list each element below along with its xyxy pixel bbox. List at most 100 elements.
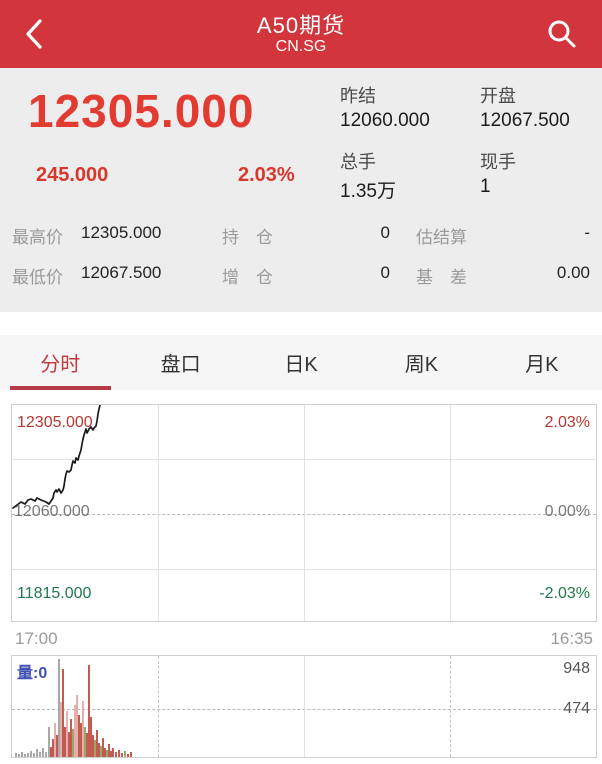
volume-bar bbox=[82, 701, 84, 757]
volume-bar bbox=[50, 747, 52, 757]
gridline bbox=[158, 656, 159, 757]
volume-bar bbox=[88, 665, 90, 757]
tab-daily-k[interactable]: 日K bbox=[284, 354, 318, 376]
y-axis-high-pct: 2.03% bbox=[544, 414, 590, 431]
total-volume-label: 总手 bbox=[340, 152, 376, 172]
oi-change-value: 0 bbox=[380, 262, 390, 282]
volume-bar bbox=[110, 751, 112, 757]
volume-bar bbox=[74, 705, 76, 757]
volume-bar bbox=[118, 750, 120, 757]
volume-bar bbox=[102, 738, 104, 757]
volume-bar bbox=[84, 727, 86, 757]
time-axis: 17:00 16:35 bbox=[11, 622, 597, 655]
y-axis-prev-close: 12060.000 bbox=[14, 503, 90, 520]
gridline bbox=[450, 405, 451, 621]
volume-bar bbox=[127, 754, 129, 757]
volume-bar bbox=[76, 695, 78, 757]
open-interest-label: 持 仓 bbox=[222, 227, 273, 247]
volume-scale-lower: 474 bbox=[563, 700, 590, 717]
stats-row: 最高价 12305.000 持 仓 0 估结算 - bbox=[0, 220, 602, 250]
volume-bar bbox=[48, 727, 50, 757]
basis-label: 基 差 bbox=[416, 267, 467, 287]
volume-bar bbox=[64, 727, 66, 757]
open-value: 12067.500 bbox=[480, 110, 570, 131]
volume-bar bbox=[80, 723, 82, 757]
volume-readout: 量:0 bbox=[17, 665, 48, 682]
price-change-percent: 2.03% bbox=[238, 164, 295, 186]
volume-bar bbox=[52, 739, 54, 757]
volume-bar bbox=[15, 753, 17, 757]
volume-bar bbox=[36, 749, 38, 757]
prev-settle-label: 昨结 bbox=[340, 86, 376, 106]
tab-monthly-k[interactable]: 月K bbox=[525, 354, 559, 376]
tab-weekly-k[interactable]: 周K bbox=[404, 354, 439, 376]
symbol-code: CN.SG bbox=[275, 38, 327, 55]
volume-bar bbox=[60, 702, 62, 757]
volume-bar bbox=[115, 752, 117, 757]
volume-bar bbox=[21, 752, 23, 757]
volume-bar bbox=[86, 733, 88, 757]
search-button[interactable] bbox=[544, 16, 580, 52]
volume-bar bbox=[96, 730, 98, 757]
volume-bar bbox=[42, 748, 44, 757]
tab-order-book[interactable]: 盘口 bbox=[160, 354, 201, 376]
volume-bar bbox=[124, 751, 126, 757]
low-value: 12067.500 bbox=[81, 262, 162, 282]
search-icon bbox=[548, 20, 576, 48]
back-chevron-icon bbox=[26, 19, 42, 49]
volume-bar bbox=[104, 748, 106, 757]
volume-bar bbox=[70, 719, 72, 757]
quote-summary: 12305.000 245.000 2.03% 昨结 12060.000 开盘 … bbox=[0, 68, 602, 312]
price-change: 245.000 bbox=[36, 164, 109, 186]
prev-settle-value: 12060.000 bbox=[340, 110, 430, 131]
volume-bar bbox=[62, 669, 64, 757]
est-settle-label: 估结算 bbox=[416, 227, 467, 247]
price-line-series bbox=[12, 405, 101, 509]
open-interest-value: 0 bbox=[380, 222, 390, 242]
header-bar: A50期货 CN.SG bbox=[0, 0, 602, 68]
last-lot-value: 1 bbox=[480, 176, 491, 197]
high-label: 最高价 bbox=[12, 227, 63, 247]
volume-bar bbox=[108, 744, 110, 757]
volume-bar bbox=[27, 753, 29, 757]
time-start: 17:00 bbox=[15, 628, 58, 648]
y-axis-high-price: 12305.000 bbox=[17, 414, 93, 431]
tab-minute[interactable]: 分时 bbox=[0, 335, 120, 390]
price-chart-panel[interactable]: 12305.000 12060.000 11815.000 2.03% 0.00… bbox=[11, 404, 597, 622]
volume-bar bbox=[66, 711, 68, 757]
volume-bar bbox=[39, 752, 41, 757]
volume-bar bbox=[98, 743, 100, 757]
volume-bar bbox=[94, 740, 96, 757]
oi-change-label: 增 仓 bbox=[222, 267, 273, 287]
basis-value: 0.00 bbox=[556, 262, 590, 282]
volume-bar bbox=[106, 750, 108, 757]
volume-bar bbox=[92, 735, 94, 757]
volume-scale-upper: 948 bbox=[563, 660, 590, 677]
volume-bar bbox=[56, 735, 58, 757]
open-label: 开盘 bbox=[480, 86, 516, 106]
gridline bbox=[304, 405, 305, 621]
volume-bar bbox=[130, 752, 132, 757]
high-value: 12305.000 bbox=[81, 222, 162, 242]
time-end: 16:35 bbox=[550, 628, 593, 648]
back-button[interactable] bbox=[18, 16, 54, 52]
volume-bar bbox=[90, 717, 92, 757]
volume-bar bbox=[72, 729, 74, 757]
last-price: 12305.000 bbox=[28, 85, 255, 137]
page-title: A50期货 bbox=[256, 13, 346, 38]
volume-chart-panel[interactable]: 量:0 948 474 bbox=[11, 655, 597, 758]
volume-bar bbox=[54, 723, 56, 757]
y-axis-low-price: 11815.000 bbox=[17, 585, 92, 602]
gridline bbox=[304, 656, 305, 757]
last-lot-label: 现手 bbox=[480, 152, 516, 172]
gridline bbox=[158, 405, 159, 621]
gridline bbox=[450, 656, 451, 757]
volume-bar bbox=[45, 752, 47, 757]
y-axis-low-pct: -2.03% bbox=[539, 585, 590, 602]
low-label: 最低价 bbox=[12, 267, 63, 287]
volume-bar bbox=[68, 732, 70, 757]
chart-tab-bar: 分时 盘口 日K 周K 月K bbox=[0, 335, 602, 390]
volume-bar bbox=[100, 746, 102, 757]
volume-bar bbox=[24, 754, 26, 757]
volume-bar bbox=[33, 753, 35, 757]
